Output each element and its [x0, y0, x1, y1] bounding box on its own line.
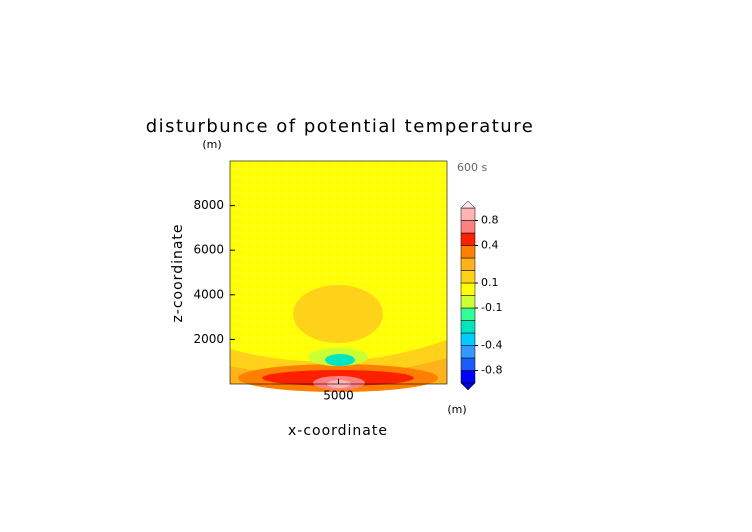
colorbar-label: -0.1	[481, 301, 502, 314]
colorbar-segment	[460, 257, 476, 271]
y-axis-title: z-coordinate	[170, 223, 186, 322]
colorbar-segment	[460, 220, 476, 234]
y-tick-label: 6000	[193, 243, 224, 257]
y-unit: (m)	[202, 138, 221, 151]
colorbar-segment	[460, 370, 476, 384]
colorbar-label: 0.8	[481, 214, 499, 227]
y-tick-label: 8000	[193, 198, 224, 212]
colorbar-segment	[460, 245, 476, 259]
colorbar-segment	[460, 270, 476, 284]
y-tick-label: 2000	[193, 332, 224, 346]
colorbar-segment	[460, 345, 476, 359]
contour-region	[293, 285, 383, 343]
colorbar-segment	[460, 207, 476, 221]
colorbar-over	[460, 200, 476, 209]
contour-region	[325, 354, 355, 366]
y-tick-label: 4000	[193, 287, 224, 301]
x-unit: (m)	[447, 403, 466, 416]
colorbar-under	[460, 382, 476, 391]
colorbar-segment	[460, 232, 476, 246]
colorbar-segment	[460, 332, 476, 346]
colorbar-segment	[460, 282, 476, 296]
time-label: 600 s	[457, 161, 487, 174]
x-tick-label: 5000	[323, 389, 354, 403]
x-axis-title: x-coordinate	[288, 423, 388, 439]
colorbar-segment	[460, 295, 476, 309]
colorbar-label: -0.8	[481, 364, 502, 377]
colorbar-label: 0.1	[481, 276, 499, 289]
contour-region	[230, 161, 447, 384]
colorbar-label: 0.4	[481, 239, 499, 252]
colorbar-label: -0.4	[481, 339, 502, 352]
colorbar-segment	[460, 357, 476, 371]
colorbar-segment	[460, 307, 476, 321]
chart-title: disturbunce of potential temperature	[146, 116, 535, 137]
colorbar-segment	[460, 320, 476, 334]
